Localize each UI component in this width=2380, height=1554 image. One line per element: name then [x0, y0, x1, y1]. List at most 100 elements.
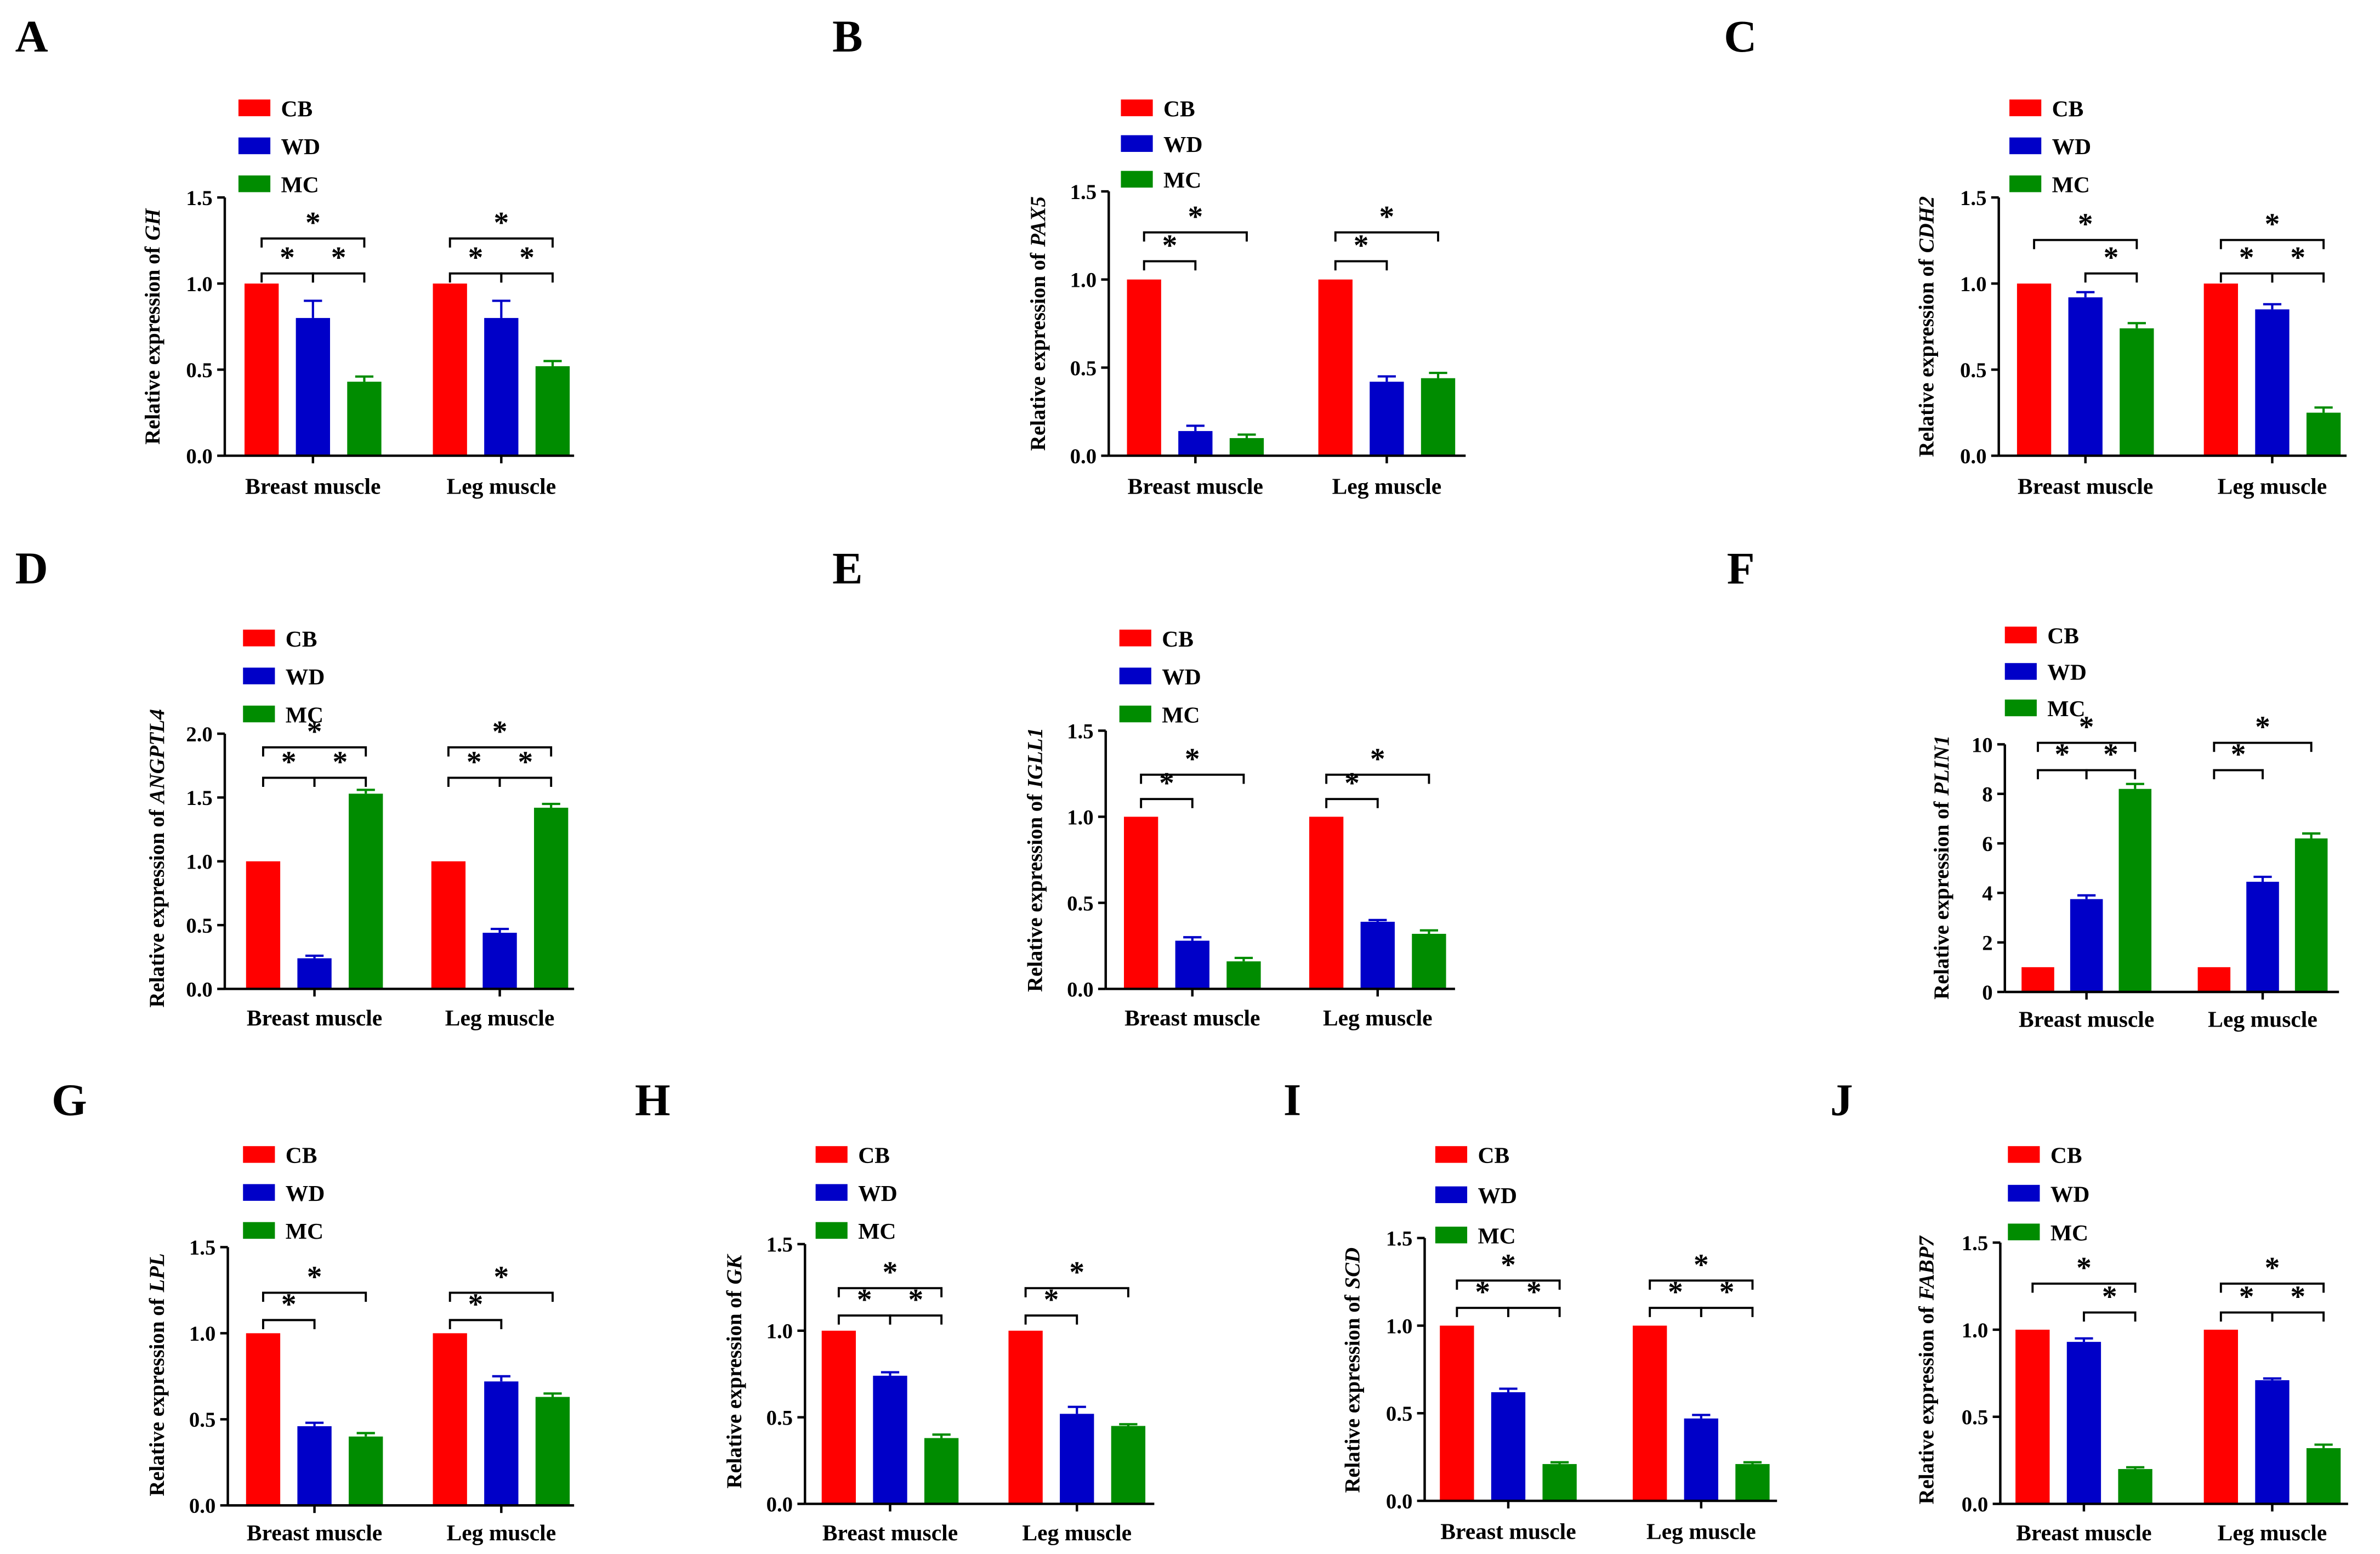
- error-bar-wd-breast-muscle: [881, 1371, 900, 1376]
- bar-wd-leg-muscle: [2255, 1380, 2290, 1504]
- bar-cb-breast-muscle: [2015, 1329, 2050, 1504]
- bar-wd-breast-muscle: [297, 958, 332, 989]
- y-tick-label: 1.5: [186, 186, 212, 210]
- category-label-breast-muscle: Breast muscle: [1124, 1005, 1260, 1030]
- error-bar-wd-breast-muscle: [305, 1421, 324, 1426]
- y-tick-label: 2.0: [186, 723, 212, 746]
- bar-cb-breast-muscle: [246, 1333, 281, 1506]
- significance-bracket: [448, 1319, 503, 1329]
- legend-label-cb: CB: [2050, 1143, 2082, 1168]
- significance-star: *: [2265, 207, 2280, 241]
- panel-letter: J: [1830, 1074, 1853, 1125]
- y-axis-label: Relative expression of GH: [141, 208, 164, 445]
- significance-star: *: [468, 241, 484, 274]
- legend-swatch-wd: [238, 137, 271, 155]
- significance-star: *: [331, 241, 347, 274]
- significance-bracket: [262, 1319, 316, 1329]
- error-bar-wd-leg-muscle: [492, 299, 510, 318]
- panel-letter: B: [832, 11, 862, 61]
- bar-wd-breast-muscle: [297, 1426, 332, 1506]
- bar-mc-breast-muscle: [1542, 1464, 1577, 1501]
- significance-star: *: [519, 241, 535, 274]
- legend-swatch-cb: [1121, 99, 1153, 116]
- bar-cb-breast-muscle: [246, 861, 281, 989]
- significance-bracket: [2033, 239, 2138, 249]
- y-tick-label: 0.5: [189, 1408, 215, 1432]
- y-tick-label: 0.5: [186, 914, 212, 938]
- significance-bracket: [1143, 231, 1248, 242]
- legend-swatch-mc: [2009, 175, 2042, 192]
- y-axis-label-gene: CDH2: [1915, 196, 1939, 253]
- significance-star: *: [518, 745, 533, 778]
- bar-wd-leg-muscle: [1360, 922, 1395, 989]
- error-bar-mc-leg-muscle: [1419, 929, 1439, 934]
- legend-label-cb: CB: [1163, 96, 1195, 121]
- y-tick-label: 0.0: [1386, 1490, 1412, 1513]
- y-tick-label: 1.0: [1962, 1319, 1988, 1342]
- error-bar-wd-breast-muscle: [305, 954, 324, 959]
- bar-mc-breast-muscle: [2118, 789, 2152, 992]
- category-label-leg-muscle: Leg muscle: [447, 473, 556, 498]
- bar-wd-breast-muscle: [873, 1375, 907, 1504]
- legend-label-cb: CB: [286, 1143, 317, 1168]
- y-axis-label-gene: SCD: [1340, 1247, 1364, 1289]
- error-bar-mc-leg-muscle: [1119, 1423, 1138, 1426]
- significance-bracket: [2213, 741, 2313, 752]
- y-tick-label: 1.5: [766, 1233, 793, 1257]
- bar-mc-leg-muscle: [2306, 412, 2341, 456]
- error-bar-wd-leg-muscle: [1692, 1414, 1711, 1419]
- bar-mc-breast-muscle: [2118, 1469, 2152, 1504]
- significance-bracket: [500, 272, 554, 283]
- significance-bracket: [1456, 1307, 1509, 1317]
- y-axis-label-gene: LPL: [145, 1254, 169, 1293]
- y-axis-label-prefix: Relative expression of: [145, 809, 169, 1007]
- bar-mc-leg-muscle: [2294, 838, 2328, 992]
- bar-cb-breast-muscle: [2021, 967, 2054, 992]
- legend-swatch-mc: [238, 175, 271, 192]
- significance-star: *: [1185, 742, 1200, 775]
- legend-swatch-wd: [2004, 663, 2037, 680]
- panel-g: G CB WD MC Relative expression of LPL Breast m…: [52, 1074, 575, 1545]
- legend-label-mc: MC: [858, 1218, 896, 1244]
- y-tick-label: 1.0: [189, 1322, 215, 1346]
- bar-mc-leg-muscle: [1421, 378, 1456, 456]
- legend-swatch-wd: [2008, 1184, 2040, 1202]
- legend-label-cb: CB: [281, 96, 313, 121]
- y-tick-label: 0: [1982, 981, 1992, 1005]
- significance-star: *: [1379, 200, 1395, 233]
- panel-letter: D: [15, 543, 48, 593]
- legend-swatch-wd: [1119, 667, 1151, 685]
- significance-star: *: [2239, 1279, 2254, 1313]
- significance-bracket: [1024, 1314, 1078, 1325]
- significance-bracket: [2037, 769, 2088, 780]
- legend-swatch-mc: [815, 1222, 848, 1239]
- category-label-breast-muscle: Breast muscle: [2016, 1520, 2151, 1545]
- bar-mc-breast-muscle: [347, 382, 382, 456]
- bar-wd-breast-muscle: [2070, 899, 2103, 992]
- category-label-breast-muscle: Breast muscle: [245, 473, 380, 498]
- significance-star: *: [2265, 1251, 2280, 1284]
- legend-swatch-wd: [243, 1184, 275, 1201]
- y-tick-label: 0.5: [186, 359, 212, 382]
- bar-mc-leg-muscle: [535, 366, 570, 456]
- y-tick-label: 1.5: [1386, 1227, 1412, 1251]
- legend-swatch-cb: [243, 1146, 275, 1163]
- significance-bracket: [1024, 1287, 1129, 1297]
- significance-star: *: [280, 241, 295, 274]
- y-axis-label-prefix: Relative expression of: [1930, 801, 1953, 1000]
- y-tick-label: 1.5: [1960, 186, 1986, 210]
- bar-cb-leg-muscle: [431, 861, 466, 989]
- significance-star: *: [1159, 766, 1174, 799]
- y-tick-label: 1.0: [1067, 806, 1093, 829]
- bar-mc-leg-muscle: [1412, 933, 1446, 989]
- significance-bracket: [837, 1314, 891, 1325]
- significance-bracket: [1649, 1307, 1702, 1317]
- legend-label-mc: MC: [1162, 702, 1200, 727]
- bar-wd-breast-muscle: [1491, 1392, 1526, 1501]
- y-axis-label-prefix: Relative expression of: [1340, 1294, 1364, 1493]
- panel-letter: E: [832, 543, 862, 593]
- category-label-leg-muscle: Leg muscle: [2218, 1520, 2327, 1545]
- significance-star: *: [2290, 1279, 2305, 1313]
- panel-e: E CB WD MC Relative expression of IGLL1 Breast…: [832, 543, 1455, 1030]
- y-tick-label: 4: [1982, 882, 1992, 905]
